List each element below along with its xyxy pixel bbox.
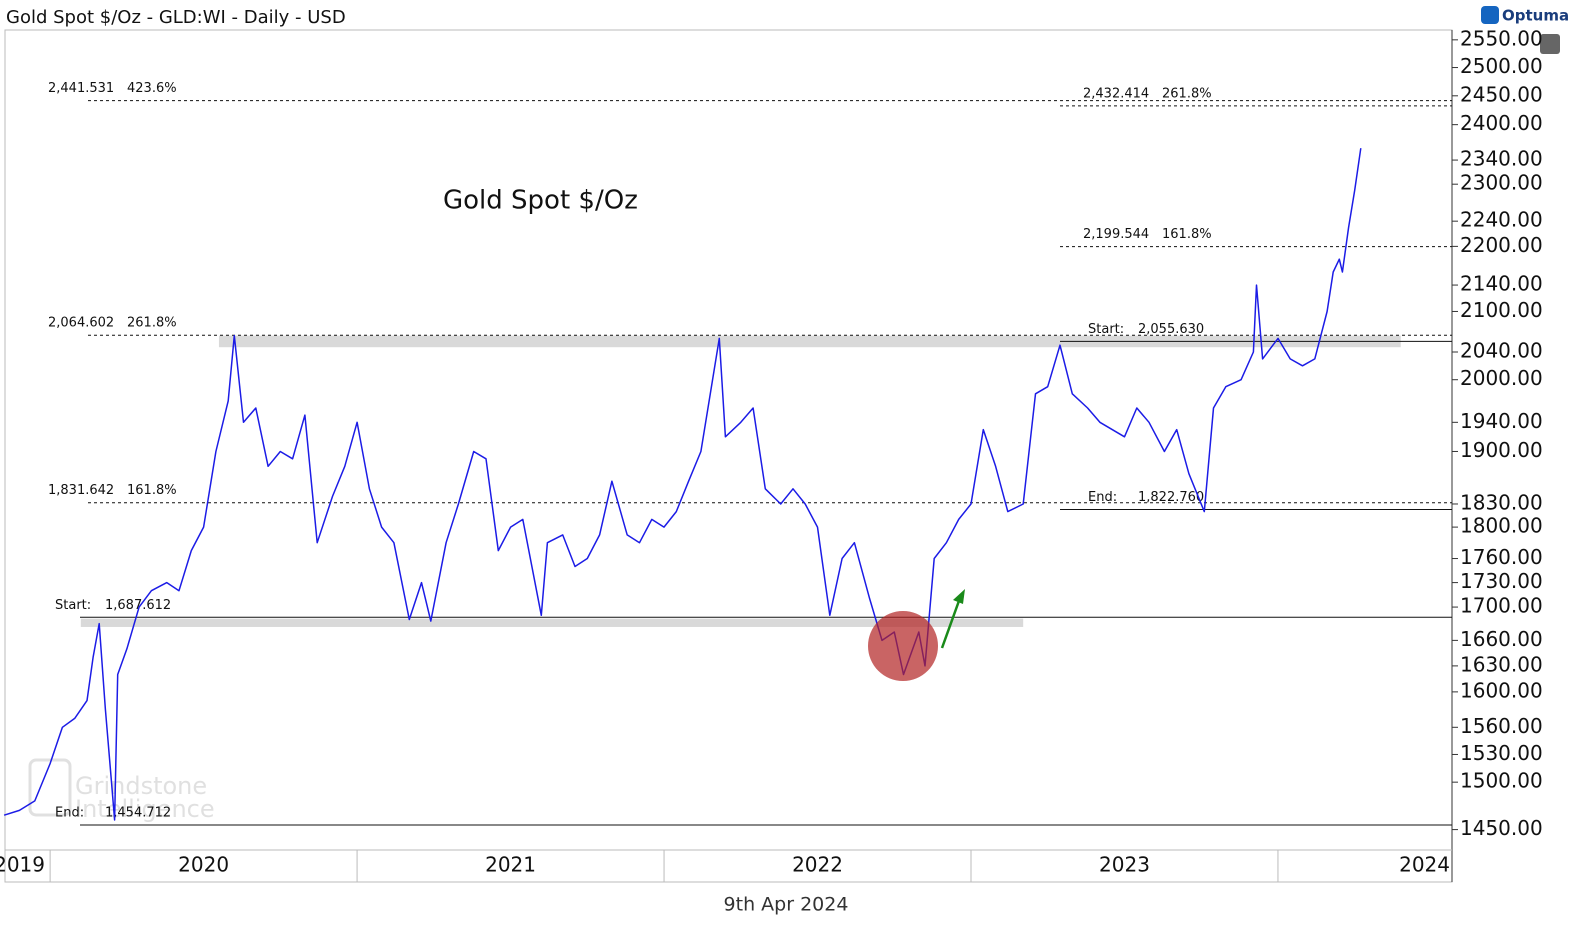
y-tick-label: 2300.00: [1460, 171, 1543, 195]
level-prefix: End:: [55, 806, 84, 821]
level-label: 2,199.544: [1083, 227, 1149, 242]
x-tick-label: 2020: [178, 853, 229, 877]
watermark: Grindstone Intelligence: [28, 758, 215, 823]
x-tick-label: 2022: [792, 853, 843, 877]
y-tick-label: 1450.00: [1460, 816, 1543, 840]
level-label: 2,441.531: [48, 81, 114, 96]
level-label: 2,064.602: [48, 316, 114, 331]
y-tick-label: 1940.00: [1460, 409, 1543, 433]
arrow: [940, 597, 962, 649]
watermark-line: Grindstone: [75, 772, 207, 800]
level-label: 1,687.612: [105, 598, 171, 613]
y-tick-label: 1800.00: [1460, 514, 1543, 538]
x-tick-label: 2024: [1399, 853, 1450, 877]
price-line: [3, 148, 1362, 821]
y-tick-label: 2500.00: [1460, 54, 1543, 78]
level-prefix: End:: [1088, 490, 1117, 505]
zone: [218, 335, 1401, 348]
y-tick-label: 1830.00: [1460, 490, 1543, 514]
level-label: 2,432.414: [1083, 86, 1149, 101]
y-tick-label: 2240.00: [1460, 208, 1543, 232]
level-prefix: Start:: [1088, 322, 1124, 337]
level-note: 423.6%: [127, 81, 177, 96]
y-tick-label: 2450.00: [1460, 82, 1543, 106]
y-tick-label: 2200.00: [1460, 233, 1543, 257]
lock-icon[interactable]: [1540, 34, 1560, 54]
y-tick-label: 1700.00: [1460, 594, 1543, 618]
y-tick-label: 1560.00: [1460, 714, 1543, 738]
x-tick-label: 2019: [0, 853, 45, 877]
level-note: 261.8%: [127, 316, 177, 331]
y-tick-label: 2550.00: [1460, 26, 1543, 50]
y-tick-label: 1730.00: [1460, 569, 1543, 593]
y-tick-label: 2400.00: [1460, 111, 1543, 135]
zone: [80, 618, 1024, 627]
y-tick-label: 1660.00: [1460, 627, 1543, 651]
arrow-head: [953, 589, 965, 604]
level-prefix: Start:: [55, 598, 91, 613]
brand-icon: [1481, 6, 1499, 24]
y-tick-label: 2000.00: [1460, 366, 1543, 390]
y-tick-label: 2140.00: [1460, 272, 1543, 296]
chart-label: Gold Spot $/Oz: [443, 186, 638, 216]
y-tick-label: 2340.00: [1460, 147, 1543, 171]
y-tick-label: 2040.00: [1460, 339, 1543, 363]
highlight-circle: [868, 611, 938, 681]
watermark-icon: [28, 758, 72, 817]
x-tick-label: 2021: [485, 853, 536, 877]
level-note: 161.8%: [1162, 227, 1212, 242]
y-tick-label: 1900.00: [1460, 438, 1543, 462]
y-tick-label: 2100.00: [1460, 298, 1543, 322]
level-label: 1,822.760: [1138, 490, 1204, 505]
level-label: 2,055.630: [1138, 322, 1204, 337]
date-label: 9th Apr 2024: [724, 894, 849, 916]
watermark-line: Intelligence: [75, 795, 215, 823]
x-tick-label: 2023: [1099, 853, 1150, 877]
level-note: 161.8%: [127, 483, 177, 498]
level-label: 1,831.642: [48, 483, 114, 498]
y-tick-label: 1530.00: [1460, 741, 1543, 765]
plot-frame: [4, 29, 1453, 883]
level-note: 261.8%: [1162, 86, 1212, 101]
y-tick-label: 1600.00: [1460, 678, 1543, 702]
y-tick-label: 1760.00: [1460, 545, 1543, 569]
chart-title: Gold Spot $/Oz - GLD:WI - Daily - USD: [6, 7, 346, 28]
y-tick-label: 1500.00: [1460, 769, 1543, 793]
brand: Optuma: [1502, 7, 1569, 25]
level-label: 1,454.712: [105, 806, 171, 821]
y-tick-label: 1630.00: [1460, 652, 1543, 676]
